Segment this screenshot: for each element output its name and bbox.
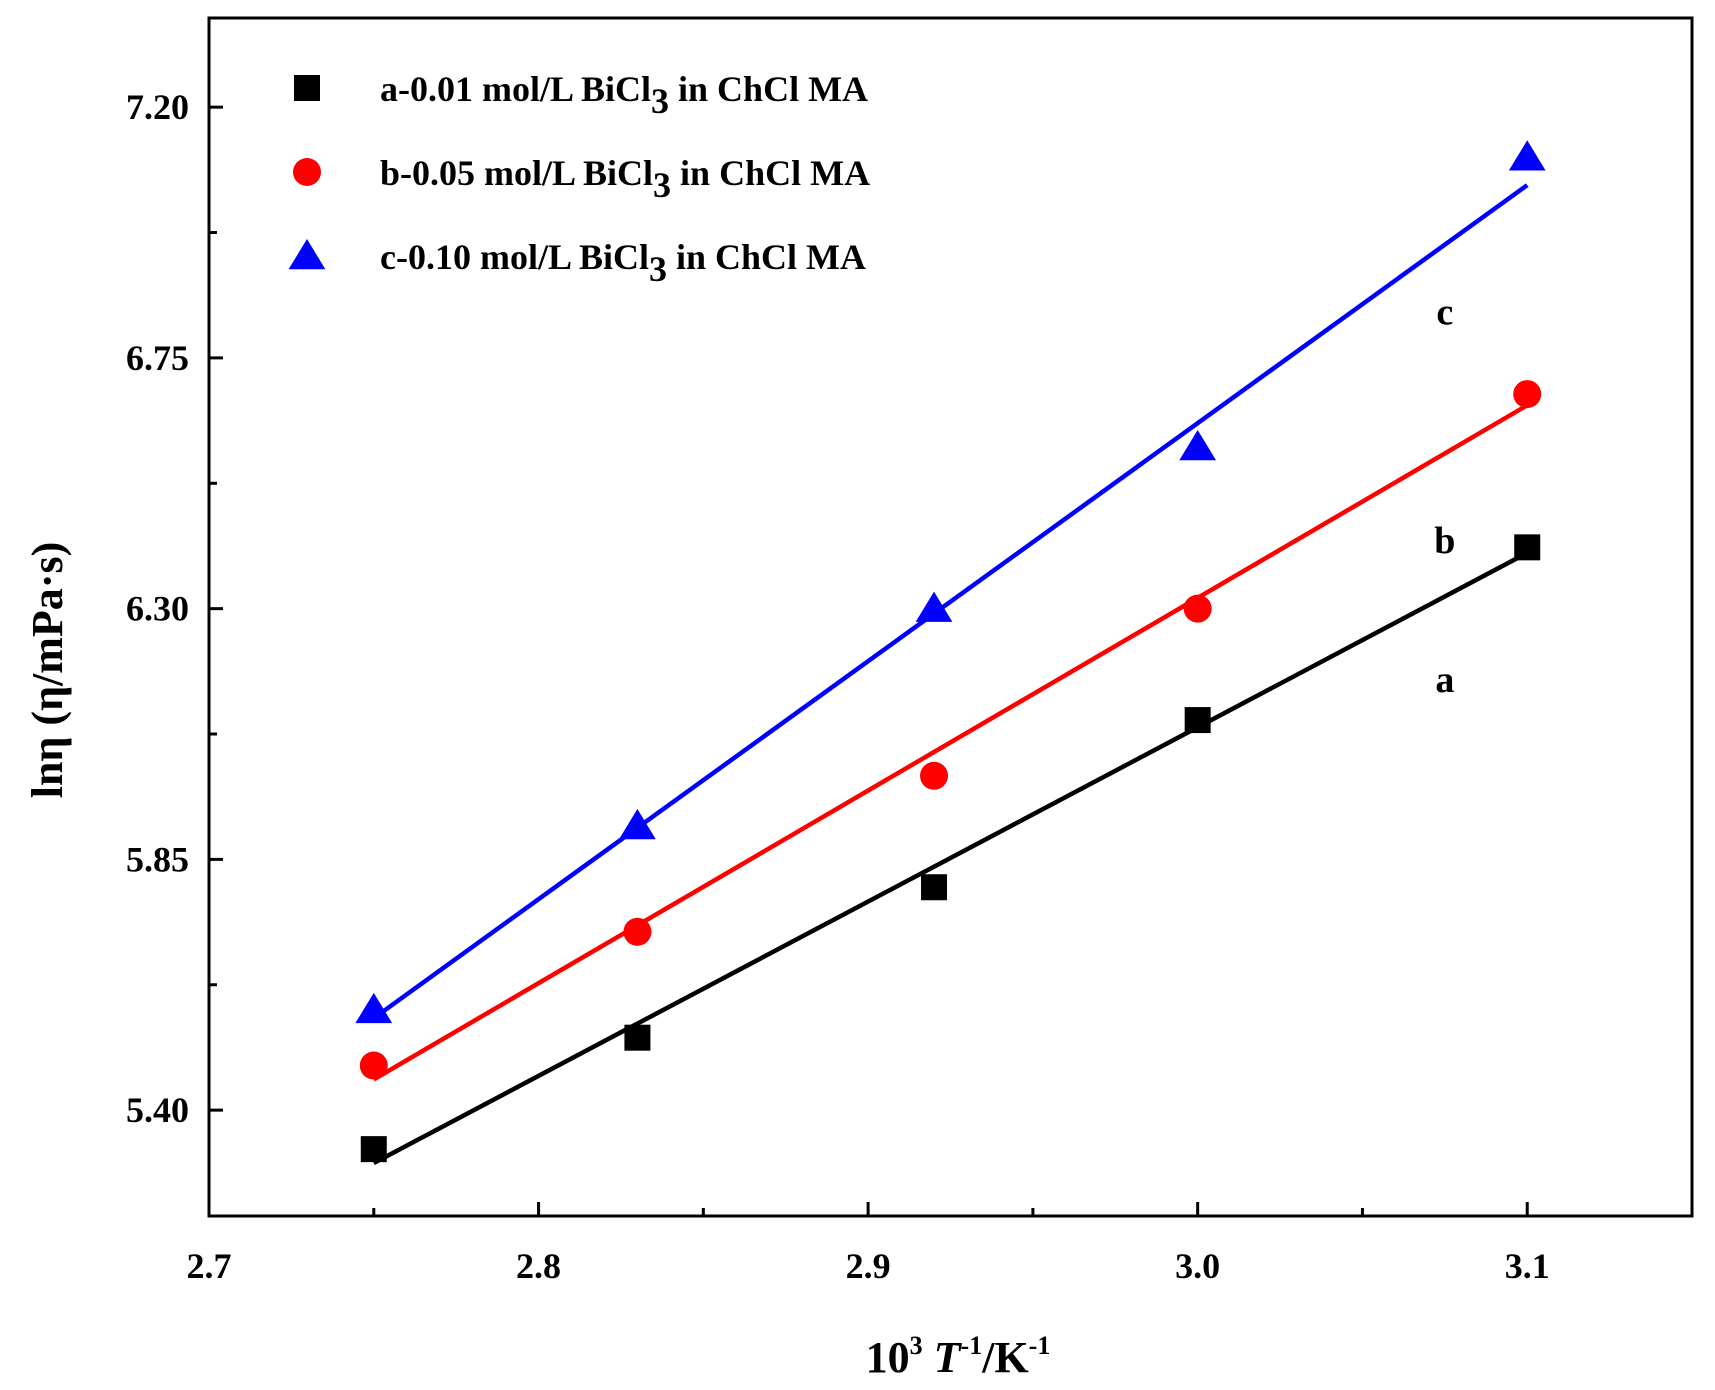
series-label-c: c [1436, 291, 1453, 333]
data-point-b [359, 1051, 388, 1080]
x-tick-label: 3.1 [1505, 1246, 1550, 1286]
data-point-b [1183, 594, 1212, 623]
legend: a-0.01 mol/L BiCl3 in ChCl MAb-0.05 mol/… [288, 69, 870, 289]
x-axis: 2.7 2.8 2.9 3.0 3.1 [187, 1202, 1550, 1286]
data-point-a [1514, 534, 1541, 561]
legend-text-suffix: in ChCl MA [667, 237, 866, 277]
data-point-c [1179, 430, 1217, 461]
data-point-a [1184, 707, 1211, 734]
x-axis-title: 103 T-1/K-1 [866, 1331, 1051, 1382]
series-labels: a b c [1434, 291, 1455, 701]
data-point-a [360, 1136, 387, 1163]
data-point-b [623, 917, 652, 946]
y-tick-label: 5.85 [126, 839, 189, 879]
x-title-base: 10 [866, 1333, 910, 1382]
legend-text-subscript: 3 [651, 81, 669, 121]
legend-entry-c: c-0.10 mol/L BiCl3 in ChCl MA [380, 237, 866, 289]
legend-text-subscript: 3 [649, 249, 667, 289]
y-tick-label: 7.20 [126, 87, 189, 127]
data-point-b [920, 761, 949, 790]
fit-line-a [372, 550, 1529, 1166]
legend-entry-b: b-0.05 mol/L BiCl3 in ChCl MA [380, 153, 870, 205]
x-title-exponent: 3 [910, 1331, 923, 1360]
legend-text-prefix: c-0.10 mol/L BiCl [380, 237, 649, 277]
x-tick-label: 3.0 [1175, 1246, 1220, 1286]
data-point-c [619, 808, 656, 840]
legend-text-subscript: 3 [653, 165, 671, 205]
data-markers [355, 140, 1546, 1163]
x-tick-label: 2.7 [187, 1246, 232, 1286]
y-tick-label: 5.40 [126, 1090, 189, 1130]
data-point-c [915, 591, 953, 622]
series-label-b: b [1434, 520, 1455, 562]
y-tick-label: 6.30 [126, 589, 189, 629]
legend-entry-a: a-0.01 mol/L BiCl3 in ChCl MA [380, 69, 868, 121]
x-title-variable-exponent: -1 [961, 1331, 983, 1360]
data-point-c [355, 992, 393, 1024]
legend-text-prefix: b-0.05 mol/L BiCl [380, 153, 653, 193]
plot-area-frame [207, 16, 1694, 1218]
legend-text-suffix: in ChCl MA [669, 69, 868, 109]
legend-marker-a [294, 75, 320, 101]
legend-text-prefix: a-0.01 mol/L BiCl [380, 69, 651, 109]
x-title-unit: /K [981, 1333, 1028, 1382]
x-title-unit-exponent: -1 [1029, 1331, 1051, 1360]
data-point-a [921, 874, 948, 901]
fit-line-c [372, 183, 1529, 1021]
data-point-b [1513, 380, 1542, 409]
data-point-c [1508, 140, 1546, 171]
series-label-a: a [1435, 659, 1454, 701]
x-title-variable: T [934, 1333, 963, 1382]
x-tick-label: 2.9 [846, 1246, 891, 1286]
fit-line-b [372, 403, 1529, 1082]
y-tick-label: 6.75 [126, 338, 189, 378]
data-point-a [624, 1024, 651, 1051]
legend-marker-c [288, 239, 326, 270]
y-axis-title: lnη (η/mPa·s) [23, 542, 72, 799]
y-axis: 5.40 5.85 6.30 6.75 7.20 [126, 87, 223, 1130]
x-title-space [923, 1333, 934, 1382]
fit-lines [372, 183, 1529, 1166]
legend-marker-b [293, 158, 321, 186]
legend-text-suffix: in ChCl MA [671, 153, 870, 193]
x-tick-label: 2.8 [516, 1246, 561, 1286]
